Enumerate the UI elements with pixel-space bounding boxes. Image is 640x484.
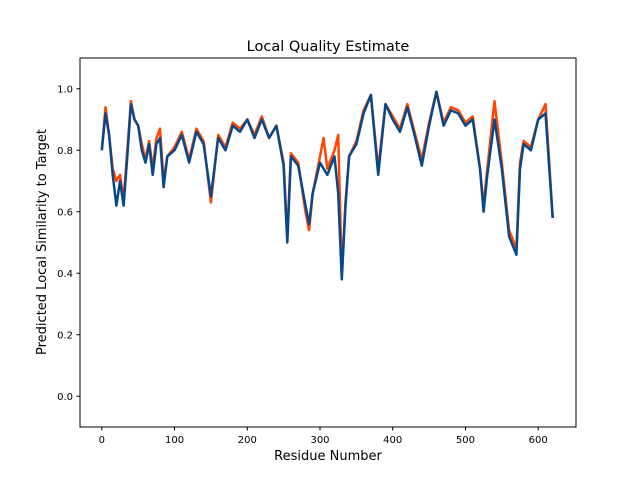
series-line-blue (100, 90, 554, 281)
y-tick-label: 0.0 (57, 392, 73, 403)
axis-ticks: 0 100 200 300 400 500 600 0.0 0.2 0.4 0.6 0.8 1.0 (57, 84, 548, 446)
chart-title: Local Quality Estimate (247, 39, 410, 55)
series-layer (100, 90, 554, 281)
y-tick-label: 0.4 (57, 269, 73, 280)
y-tick-label: 0.6 (57, 207, 73, 218)
x-tick-label: 300 (310, 435, 329, 446)
y-axis-label: Predicted Local Similarity to Target (35, 129, 50, 355)
x-tick-label: 100 (165, 435, 184, 446)
x-tick-label: 0 (99, 435, 105, 446)
x-tick-label: 200 (238, 435, 257, 446)
y-tick-label: 0.8 (57, 146, 73, 157)
x-tick-label: 600 (529, 435, 548, 446)
series-line-orange (100, 90, 554, 275)
x-tick-label: 400 (383, 435, 402, 446)
x-tick-label: 500 (456, 435, 475, 446)
x-axis-label: Residue Number (274, 449, 382, 464)
y-tick-label: 1.0 (57, 84, 73, 95)
plot-frame (79, 57, 577, 428)
y-tick-label: 0.2 (57, 330, 73, 341)
